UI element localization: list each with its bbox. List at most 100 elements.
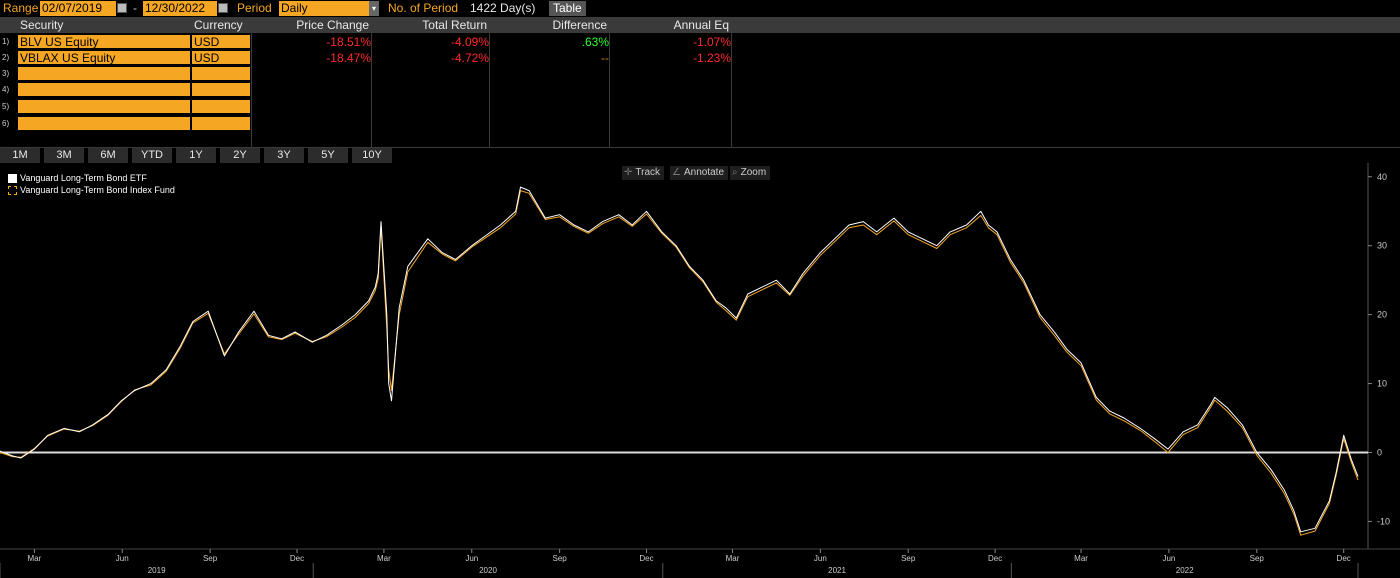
range-label: Range xyxy=(3,1,39,15)
x-month-label: Jun xyxy=(814,554,827,563)
column-divider xyxy=(251,17,252,148)
total-return-cell: -4.09% xyxy=(450,35,489,49)
x-month-label: Dec xyxy=(639,554,653,563)
x-year-label: 2021 xyxy=(828,566,846,575)
end-date-input[interactable]: 12/30/2022 xyxy=(143,1,217,16)
difference-cell: .63% xyxy=(581,35,609,49)
x-month-label: Jun xyxy=(1162,554,1175,563)
table-button[interactable]: Table xyxy=(549,1,586,16)
x-month-label: Sep xyxy=(1250,554,1265,563)
period-select[interactable]: Daily xyxy=(279,1,369,16)
y-tick-label: 30 xyxy=(1377,241,1387,251)
track-tool-button[interactable]: ✛ Track xyxy=(622,166,665,180)
currency-input[interactable]: USD xyxy=(191,34,251,49)
row-number: 2) xyxy=(2,53,10,62)
period-button-ytd[interactable]: YTD xyxy=(132,148,174,163)
column-divider xyxy=(731,17,732,148)
row-number: 4) xyxy=(2,85,10,94)
x-month-label: Sep xyxy=(553,554,568,563)
annual-eq-cell: -1.23% xyxy=(692,51,731,65)
security-table: Security Currency Price Change Total Ret… xyxy=(0,17,1400,148)
x-month-label: Jun xyxy=(116,554,129,563)
legend-swatch-etf xyxy=(8,174,17,183)
legend-swatch-fund xyxy=(8,186,17,195)
period-button-1m[interactable]: 1M xyxy=(0,148,42,163)
header-filler xyxy=(731,17,1400,33)
x-month-label: Dec xyxy=(290,554,304,563)
price-change-cell: -18.51% xyxy=(326,35,371,49)
x-month-label: Mar xyxy=(1074,554,1088,563)
security-input[interactable] xyxy=(17,66,191,81)
annotate-tool-button[interactable]: ∠ Annotate xyxy=(670,166,729,180)
period-button-3m[interactable]: 3M xyxy=(44,148,86,163)
period-label: Period xyxy=(237,1,272,15)
x-year-label: 2022 xyxy=(1176,566,1194,575)
header-annual-eq[interactable]: Annual Eq xyxy=(609,17,731,33)
annotate-tool-label: Annotate xyxy=(683,167,725,178)
legend-item-etf[interactable]: Vanguard Long-Term Bond ETF xyxy=(8,173,147,184)
start-date-input[interactable]: 02/07/2019 xyxy=(40,1,116,16)
header-price-change[interactable]: Price Change xyxy=(251,17,371,33)
annual-eq-cell: -1.07% xyxy=(692,35,731,49)
series-line-etf xyxy=(0,186,1359,533)
column-divider xyxy=(609,17,610,148)
security-input[interactable]: BLV US Equity xyxy=(17,34,191,49)
price-change-cell: -18.47% xyxy=(326,51,371,65)
no-of-period-label: No. of Period xyxy=(388,1,459,15)
legend-item-fund[interactable]: Vanguard Long-Term Bond Index Fund xyxy=(8,185,175,196)
table-bottom-border xyxy=(0,147,1400,148)
period-button-1y[interactable]: 1Y xyxy=(176,148,218,163)
period-button-10y[interactable]: 10Y xyxy=(352,148,394,163)
pencil-icon: ∠ xyxy=(672,167,681,178)
crosshair-icon: ✛ xyxy=(624,167,633,178)
start-calendar-icon[interactable] xyxy=(117,3,127,13)
chart-canvas[interactable]: 40 30 20 10 0 -10 Mar Jun Sep Dec Mar Jun Sep Dec Mar J… xyxy=(0,163,1400,578)
currency-input[interactable] xyxy=(191,116,251,131)
security-input[interactable] xyxy=(17,99,191,114)
x-month-label: Jun xyxy=(465,554,478,563)
x-month-label: Mar xyxy=(726,554,740,563)
row-number: 5) xyxy=(2,102,10,111)
total-return-cell: -4.72% xyxy=(450,51,489,65)
zoom-tool-label: Zoom xyxy=(740,167,767,178)
y-tick-label: 20 xyxy=(1377,310,1387,320)
header-currency[interactable]: Currency xyxy=(191,17,251,33)
security-input[interactable] xyxy=(17,116,191,131)
currency-input[interactable]: USD xyxy=(191,50,251,65)
no-of-period-value: 1422 Day(s) xyxy=(470,1,536,15)
column-divider xyxy=(371,17,372,148)
period-button-5y[interactable]: 5Y xyxy=(308,148,350,163)
x-month-label: Mar xyxy=(27,554,41,563)
end-calendar-icon[interactable] xyxy=(218,3,228,13)
x-month-label: Sep xyxy=(203,554,218,563)
y-tick-label: -10 xyxy=(1377,516,1390,526)
legend-label-fund: Vanguard Long-Term Bond Index Fund xyxy=(20,185,175,195)
y-tick-label: 40 xyxy=(1377,172,1387,182)
x-month-label: Dec xyxy=(1337,554,1351,563)
zoom-tool-button[interactable]: ⌕ Zoom xyxy=(730,166,771,180)
magnifier-icon: ⌕ xyxy=(732,167,738,178)
x-month-label: Dec xyxy=(988,554,1002,563)
row-number: 6) xyxy=(2,119,10,128)
column-divider xyxy=(489,17,490,148)
currency-input[interactable] xyxy=(191,66,251,81)
security-input[interactable]: VBLAX US Equity xyxy=(17,50,191,65)
x-year-label: 2020 xyxy=(479,566,497,575)
period-button-6m[interactable]: 6M xyxy=(88,148,130,163)
range-toolbar: Range 02/07/2019 - 12/30/2022 Period Dai… xyxy=(0,0,1400,17)
header-total-return[interactable]: Total Return xyxy=(371,17,489,33)
header-security[interactable]: Security xyxy=(0,17,191,33)
security-input[interactable] xyxy=(17,82,191,97)
period-button-3y[interactable]: 3Y xyxy=(264,148,306,163)
x-month-label: Sep xyxy=(901,554,916,563)
currency-input[interactable] xyxy=(191,82,251,97)
currency-input[interactable] xyxy=(191,99,251,114)
x-year-label: 2019 xyxy=(148,566,166,575)
header-difference[interactable]: Difference xyxy=(489,17,609,33)
y-tick-label: 10 xyxy=(1377,379,1387,389)
price-chart[interactable]: 40 30 20 10 0 -10 Mar Jun Sep Dec Mar Jun Sep Dec Mar J… xyxy=(0,163,1400,578)
period-dropdown-icon[interactable]: ▾ xyxy=(369,1,379,16)
period-button-2y[interactable]: 2Y xyxy=(220,148,262,163)
difference-cell: -- xyxy=(601,51,609,65)
legend-label-etf: Vanguard Long-Term Bond ETF xyxy=(20,173,147,183)
